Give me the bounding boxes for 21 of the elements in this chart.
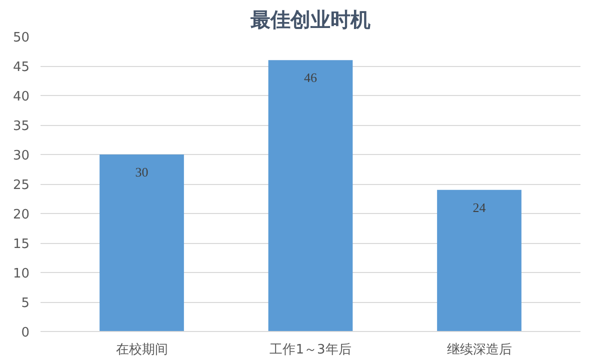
x-tick-label: 工作1～3年后 [270, 342, 352, 358]
data-label: 30 [135, 164, 148, 180]
bar [100, 154, 184, 332]
y-tick-label: 15 [12, 237, 30, 252]
y-tick-label: 10 [12, 266, 30, 282]
x-tick-label: 在校期间 [116, 342, 168, 358]
y-tick-label: 35 [12, 119, 30, 134]
y-tick-label: 25 [12, 178, 30, 193]
y-tick-label: 20 [12, 208, 30, 222]
y-tick-label: 5 [21, 296, 30, 311]
y-tick-label: 45 [12, 60, 30, 75]
y-tick-label: 40 [12, 90, 30, 104]
bar [268, 60, 353, 332]
data-label: 46 [304, 70, 318, 86]
y-tick-label: 0 [21, 326, 30, 340]
y-tick-label: 30 [12, 148, 30, 164]
x-tick-label: 继续深造后 [446, 342, 512, 358]
bar [437, 190, 522, 332]
data-label: 24 [472, 200, 486, 215]
y-tick-label: 50 [12, 30, 30, 46]
chart-title: 最佳创业时机 [250, 8, 370, 32]
